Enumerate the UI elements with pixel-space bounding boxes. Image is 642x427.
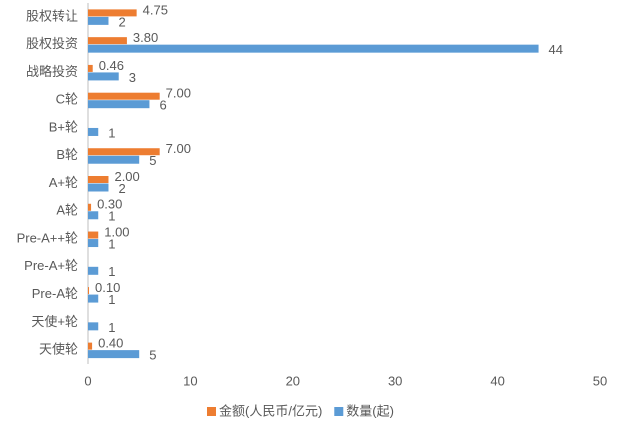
legend-label: 数量(起) <box>346 403 394 418</box>
bar <box>88 64 93 72</box>
bar <box>88 176 109 183</box>
data-label: 2 <box>118 181 125 196</box>
data-label: 0.30 <box>97 197 122 212</box>
data-label: 7.00 <box>166 86 191 101</box>
bar <box>88 287 90 295</box>
y-tick-label: A+轮 <box>49 175 78 190</box>
bar <box>88 183 109 192</box>
bar <box>88 294 99 303</box>
data-label: 1 <box>108 209 115 224</box>
bar <box>88 148 160 156</box>
data-label: 3 <box>129 70 136 85</box>
bar <box>88 72 119 81</box>
data-label: 1 <box>108 236 115 251</box>
data-label: 5 <box>149 348 156 363</box>
data-label: 7.00 <box>166 141 191 156</box>
bar <box>88 44 539 53</box>
data-label: 0.10 <box>95 280 120 295</box>
data-label: 1 <box>108 125 115 140</box>
bar <box>88 239 99 248</box>
data-label: 1 <box>108 320 115 335</box>
bar <box>88 127 99 136</box>
data-label: 3.80 <box>133 30 158 45</box>
bar <box>88 211 99 220</box>
y-tick-label: 战略投资 <box>26 64 78 79</box>
legend-swatch <box>334 407 344 416</box>
data-label: 2 <box>118 14 125 29</box>
y-tick-label: 股权转让 <box>26 8 78 23</box>
data-label: 1 <box>108 264 115 279</box>
y-tick-label: B轮 <box>56 147 78 162</box>
y-tick-label: 股权投资 <box>26 36 78 51</box>
data-label: 1.00 <box>104 224 129 239</box>
bar <box>88 266 99 275</box>
y-tick-label: A轮 <box>56 203 78 218</box>
y-tick-label: Pre-A+轮 <box>24 258 78 273</box>
bar <box>88 231 99 239</box>
y-tick-label: B+轮 <box>49 119 78 134</box>
bar <box>88 322 99 331</box>
bar <box>88 100 150 109</box>
legend-swatch <box>207 407 216 416</box>
bar <box>88 16 109 25</box>
x-tick-label: 40 <box>490 373 504 388</box>
data-label: 6 <box>159 98 166 113</box>
bar <box>88 9 137 17</box>
data-label: 1 <box>108 292 115 307</box>
data-label: 4.75 <box>143 2 168 17</box>
data-label: 0.46 <box>99 58 124 73</box>
bar <box>88 203 92 211</box>
bar <box>88 350 140 359</box>
legend-label: 金额(人民币/亿元) <box>219 403 322 418</box>
x-tick-label: 50 <box>593 373 607 388</box>
y-tick-label: C轮 <box>56 92 78 107</box>
bar <box>88 37 127 45</box>
data-label: 2.00 <box>114 169 139 184</box>
data-label: 0.40 <box>98 336 123 351</box>
data-label: 5 <box>149 153 156 168</box>
data-label: 44 <box>549 42 563 57</box>
y-tick-label: Pre-A++轮 <box>17 230 78 245</box>
bar <box>88 342 93 350</box>
bar <box>88 92 160 100</box>
y-tick-label: Pre-A轮 <box>32 286 78 301</box>
y-tick-label: 天使轮 <box>39 342 78 357</box>
y-tick-label: 天使+轮 <box>31 314 78 329</box>
x-tick-label: 20 <box>286 373 300 388</box>
x-tick-label: 30 <box>388 373 402 388</box>
x-tick-label: 0 <box>84 373 91 388</box>
bar <box>88 155 140 164</box>
x-tick-label: 10 <box>183 373 197 388</box>
